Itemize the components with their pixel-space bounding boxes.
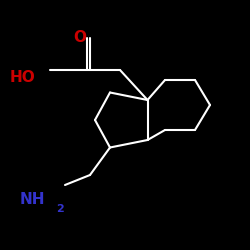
Text: 2: 2 — [56, 204, 64, 214]
Text: HO: HO — [10, 70, 36, 85]
Text: O: O — [74, 30, 86, 45]
Text: NH: NH — [20, 192, 46, 208]
